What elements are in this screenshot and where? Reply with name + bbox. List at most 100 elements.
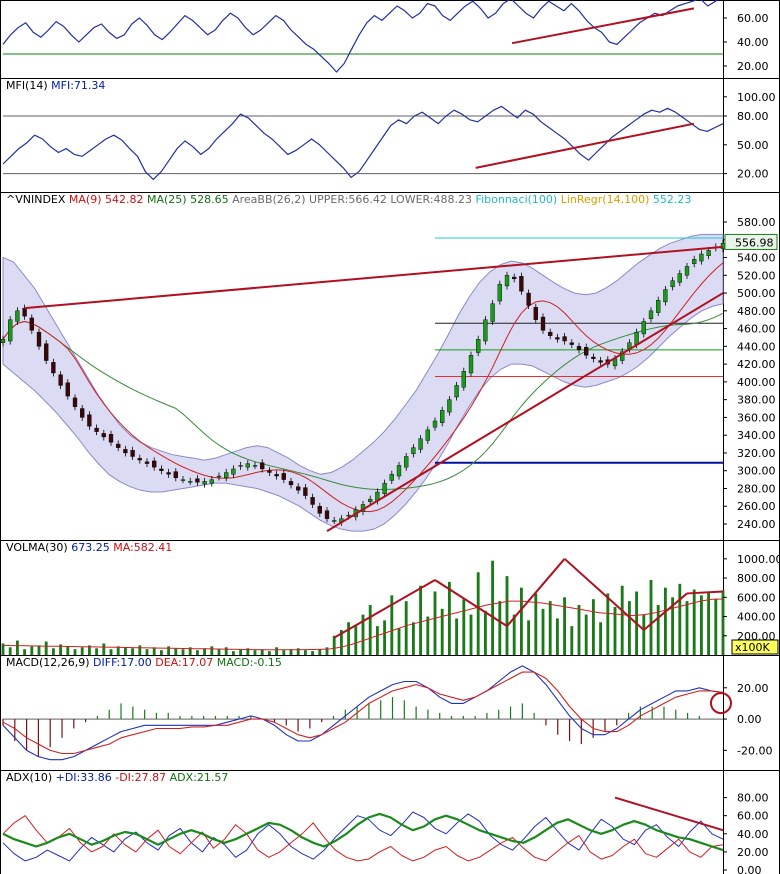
volume-bar (73, 649, 77, 655)
legend-entry: MA(25) 528.65 (147, 193, 232, 206)
candle (396, 465, 402, 477)
legend-entry: +DI:33.86 (56, 771, 116, 784)
tick-label: 600.00 (737, 591, 776, 604)
volume-bar (123, 647, 127, 655)
mfi-panel: MFI(14) MFI:71.34 100.00 80.00 50.00 20.00 (0, 78, 780, 193)
candle (569, 342, 574, 345)
tick-label: 80.00 (737, 110, 769, 123)
volume-bar (534, 593, 538, 655)
candle (598, 360, 603, 363)
volume-bar (37, 645, 41, 655)
legend-entry: ^VNINDEX (6, 193, 69, 206)
volume-bar (296, 648, 300, 655)
candle (483, 319, 488, 342)
candle (576, 346, 582, 351)
volume-bar (203, 648, 207, 655)
rsi-trendline (511, 7, 695, 45)
tick-label: 300.00 (737, 465, 776, 478)
candle (526, 292, 531, 306)
candle (80, 408, 85, 418)
legend-entry: MFI:71.34 (51, 79, 105, 92)
volume-trendline (563, 558, 645, 631)
volume-bar (102, 643, 106, 655)
adx-minus-di-line (2, 815, 724, 862)
tick-label: 60.00 (737, 12, 769, 25)
volume-bar (1, 643, 5, 655)
volume-bar (246, 648, 250, 655)
volume-bar (275, 647, 279, 655)
volume-bar (419, 585, 423, 655)
candle (461, 371, 466, 388)
candle (411, 447, 416, 455)
volume-bar (692, 589, 696, 655)
volume-bar (131, 648, 135, 655)
volume-bar (339, 629, 343, 655)
candle (209, 479, 214, 484)
volume-bar (44, 641, 48, 655)
candle (245, 463, 250, 468)
candle (490, 303, 495, 322)
price-panel: ^VNINDEX MA(9) 542.82 MA(25) 528.65 Area… (0, 192, 780, 541)
panel-legend: ADX(10) +DI:33.86 -DI:27.87 ADX:21.57 (6, 771, 228, 784)
volume-bar (469, 614, 473, 655)
tick-label: 400.00 (737, 611, 776, 624)
volume-bar (663, 587, 667, 655)
volume-bar (159, 650, 163, 655)
volume-bar (678, 583, 682, 655)
volume-bar (303, 650, 307, 655)
volume-bar (541, 608, 545, 655)
volume-bar (87, 645, 91, 655)
candle (641, 321, 646, 335)
volume-bar (95, 648, 99, 655)
adx-panel: ADX(10) +DI:33.86 -DI:27.87 ADX:21.57 80… (0, 770, 780, 874)
candle (130, 450, 135, 457)
tick-label: 480.00 (737, 305, 776, 318)
tick-label: 50.00 (737, 139, 769, 152)
tick-label: 320.00 (737, 447, 776, 460)
mfi-trendline (475, 122, 695, 169)
legend-entry: DIFF:17.00 (93, 656, 155, 669)
candle (504, 275, 510, 287)
macd-panel: MACD(12,26,9) DIFF:17.00 DEA:17.07 MACD:… (0, 655, 780, 771)
candle (29, 317, 34, 331)
volume-bar (181, 649, 185, 655)
candle (584, 347, 589, 356)
volume-bar (627, 601, 631, 655)
legend-entry: MACD(12,26,9) (6, 656, 93, 669)
legend-entry: ADX:21.57 (170, 771, 229, 784)
tick-label: 20.00 (737, 846, 769, 859)
price-trendline (24, 245, 724, 310)
volume-bar (167, 646, 171, 655)
candle (0, 339, 6, 343)
volume-bar (195, 650, 199, 655)
volume-bar (613, 606, 617, 655)
candle (303, 487, 308, 496)
volume-bar (548, 601, 552, 655)
candle (684, 266, 690, 276)
tick-label: 520.00 (737, 269, 776, 282)
legend-entry: MACD:-0.15 (217, 656, 282, 669)
candle (123, 449, 128, 454)
bollinger-band (2, 233, 724, 532)
candle (238, 465, 243, 467)
candle (404, 456, 409, 468)
tick-label: 40.00 (737, 36, 769, 49)
tick-label: 380.00 (737, 394, 776, 407)
volume-bar (555, 618, 559, 655)
volume-bar (289, 649, 293, 655)
volume-bar (51, 648, 55, 655)
volume-bar (527, 620, 531, 655)
tick-label: 20.00 (737, 60, 769, 73)
candle (202, 481, 207, 485)
volume-bar (483, 610, 487, 655)
tick-label: 460.00 (737, 323, 776, 336)
candle (144, 461, 150, 464)
candle (51, 362, 56, 374)
volume-bar (210, 646, 214, 655)
volume-bar (311, 651, 315, 655)
volume-bar (23, 649, 27, 655)
candle (519, 275, 524, 292)
candle (533, 307, 538, 320)
volume-bar (656, 604, 660, 655)
candle (346, 514, 351, 517)
